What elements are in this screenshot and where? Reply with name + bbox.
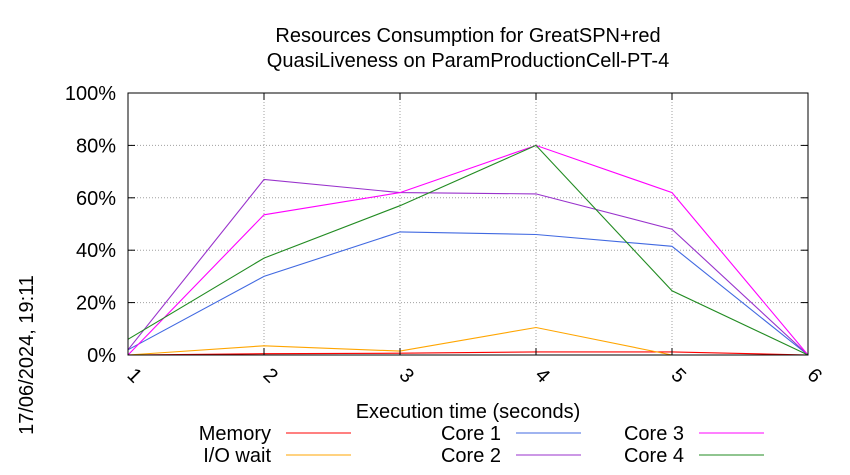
- x-axis-label: Execution time (seconds): [356, 401, 581, 423]
- legend-label-core-3: Core 3: [624, 423, 684, 445]
- plot-frame: [127, 92, 809, 356]
- series-line-core-1: [127, 231, 809, 356]
- series-line-core-2: [127, 178, 809, 356]
- y-tick-label: 60%: [76, 188, 116, 210]
- legend-label-memory: Memory: [199, 423, 271, 445]
- legend-label-core-2: Core 2: [441, 445, 501, 467]
- y-tick-label: 20%: [76, 293, 116, 315]
- y-tick-label: 0%: [87, 345, 116, 367]
- y-tick-label: 80%: [76, 135, 116, 157]
- legend-label-core-1: Core 1: [441, 423, 501, 445]
- series-line-memory: [127, 351, 809, 356]
- timestamp-label: 17/06/2024, 19:11: [16, 275, 38, 435]
- chart-title-line1: Resources Consumption for GreatSPN+red: [275, 25, 660, 47]
- legend-label-core-4: Core 4: [624, 445, 684, 467]
- series-line-core-4: [127, 144, 809, 356]
- y-tick-label: 100%: [65, 83, 116, 105]
- series-line-core-3: [127, 144, 809, 356]
- chart-title-line2: QuasiLiveness on ParamProductionCell-PT-…: [267, 50, 669, 72]
- y-tick-label: 40%: [76, 240, 116, 262]
- grid-lines: [128, 93, 808, 355]
- legend-label-i-o-wait: I/O wait: [203, 445, 271, 467]
